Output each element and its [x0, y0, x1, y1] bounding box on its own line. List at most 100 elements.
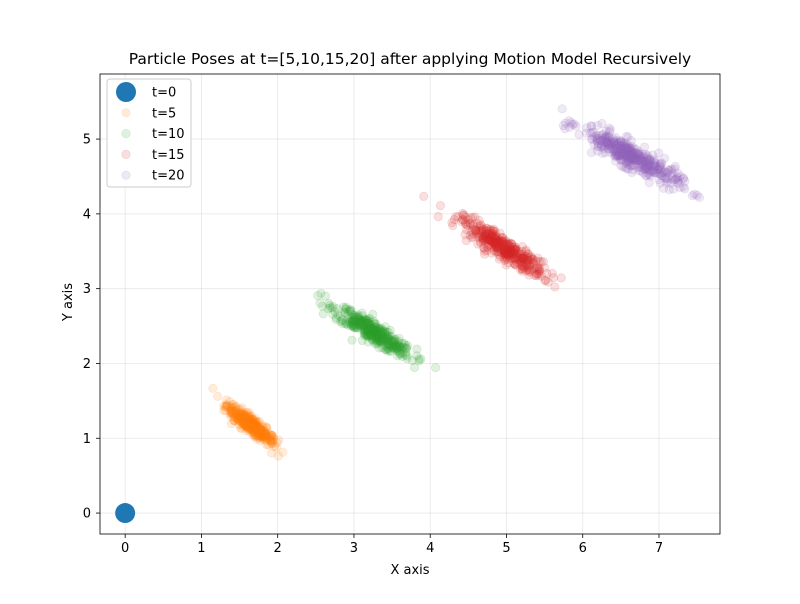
particle-point-t=10	[359, 329, 369, 340]
particle-point-t=5	[254, 429, 264, 439]
particle-point-t=5	[246, 416, 256, 426]
particle-point-t=10	[368, 309, 378, 319]
particle-point-t=5	[231, 411, 241, 421]
particle-point-t=20	[642, 163, 653, 173]
particle-point-t=20	[638, 157, 648, 167]
particle-point-t=10	[364, 326, 374, 336]
particle-point-t=5	[239, 410, 249, 420]
particle-point-t=20	[649, 155, 659, 165]
particle-point-t=15	[528, 257, 538, 267]
particle-point-t=20	[641, 152, 652, 162]
particle-point-t=20	[642, 151, 653, 161]
particle-point-t=20	[582, 123, 592, 133]
particle-point-t=15	[465, 219, 476, 229]
particle-point-t=15	[474, 221, 484, 231]
particle-point-t=15	[508, 247, 518, 258]
particle-point-t=20	[641, 155, 651, 165]
particle-point-t=5	[255, 424, 265, 434]
particle-point-t=15	[508, 246, 519, 257]
particle-point-t=20	[626, 151, 636, 162]
particle-point-t=5	[240, 413, 250, 424]
particle-point-t=5	[248, 425, 258, 436]
particle-point-t=5	[252, 431, 263, 441]
particle-point-t=5	[265, 435, 275, 445]
particle-point-t=5	[243, 420, 254, 430]
particle-point-t=15	[496, 239, 506, 249]
particle-point-t=10	[378, 331, 388, 341]
particle-point-t=20	[614, 137, 624, 147]
particle-point-t=20	[664, 165, 674, 176]
particle-point-t=15	[534, 266, 544, 276]
particle-point-t=5	[250, 431, 260, 441]
particle-point-t=20	[622, 145, 632, 155]
particle-point-t=5	[246, 420, 256, 431]
particle-point-t=20	[593, 141, 603, 152]
particle-point-t=20	[663, 165, 673, 175]
particle-point-t=10	[371, 323, 381, 334]
particle-point-t=15	[536, 257, 546, 267]
particle-point-t=20	[635, 154, 645, 165]
particle-point-t=15	[523, 249, 533, 259]
particle-point-t=5	[221, 395, 232, 405]
particle-point-t=5	[226, 405, 236, 415]
particle-point-t=10	[347, 335, 357, 345]
particle-point-t=15	[531, 269, 542, 279]
particle-point-t=20	[607, 142, 617, 152]
particle-point-t=20	[654, 175, 664, 185]
particle-point-t=10	[357, 316, 367, 326]
particle-point-t=5	[269, 442, 280, 452]
particle-point-t=15	[490, 238, 500, 248]
particle-point-t=15	[491, 237, 502, 248]
particle-point-t=10	[392, 344, 402, 354]
particle-point-t=10	[370, 319, 380, 329]
particle-point-t=15	[520, 246, 530, 257]
particle-point-t=5	[227, 408, 238, 419]
particle-point-t=5	[246, 421, 256, 432]
particle-point-t=15	[483, 232, 494, 242]
particle-point-t=5	[254, 433, 264, 443]
particle-point-t=15	[458, 210, 469, 220]
particle-point-t=15	[488, 237, 498, 247]
particle-point-t=5	[250, 427, 260, 437]
particle-point-t=5	[240, 412, 250, 422]
particle-point-t=15	[504, 238, 514, 248]
particle-point-t=20	[643, 160, 653, 170]
particle-point-t=5	[257, 432, 267, 442]
particle-point-t=15	[517, 262, 528, 272]
particle-point-t=5	[244, 407, 254, 417]
particle-point-t=10	[380, 322, 390, 332]
particle-point-t=15	[515, 249, 525, 259]
particle-point-t=20	[634, 160, 645, 170]
particle-point-t=5	[234, 419, 244, 430]
particle-point-t=20	[603, 131, 614, 141]
particle-point-t=20	[628, 152, 638, 162]
particle-point-t=10	[382, 336, 392, 346]
particle-point-t=15	[499, 243, 509, 253]
particle-point-t=20	[626, 154, 637, 164]
particle-point-t=15	[484, 234, 494, 245]
particle-point-t=10	[377, 333, 387, 343]
particle-point-t=15	[533, 269, 543, 279]
particle-point-t=10	[352, 314, 362, 324]
particle-point-t=5	[262, 431, 272, 441]
particle-point-t=20	[669, 175, 679, 185]
particle-point-t=5	[267, 430, 277, 441]
particle-point-t=10	[396, 349, 406, 359]
particle-point-t=5	[265, 435, 275, 445]
particle-point-t=10	[354, 315, 365, 325]
particle-point-t=20	[589, 140, 599, 150]
particle-point-t=15	[540, 263, 550, 273]
particle-point-t=5	[258, 431, 268, 441]
particle-point-t=10	[356, 315, 366, 325]
particle-point-t=5	[245, 416, 255, 426]
particle-point-t=5	[238, 418, 248, 429]
particle-point-t=20	[618, 138, 628, 148]
particle-point-t=5	[238, 421, 248, 431]
particle-point-t=20	[609, 138, 619, 148]
particle-point-t=15	[518, 253, 528, 263]
particle-point-t=15	[502, 245, 512, 255]
particle-point-t=15	[516, 253, 526, 263]
particle-point-t=15	[511, 260, 521, 270]
particle-point-t=20	[623, 132, 633, 142]
particle-point-t=10	[372, 332, 382, 342]
